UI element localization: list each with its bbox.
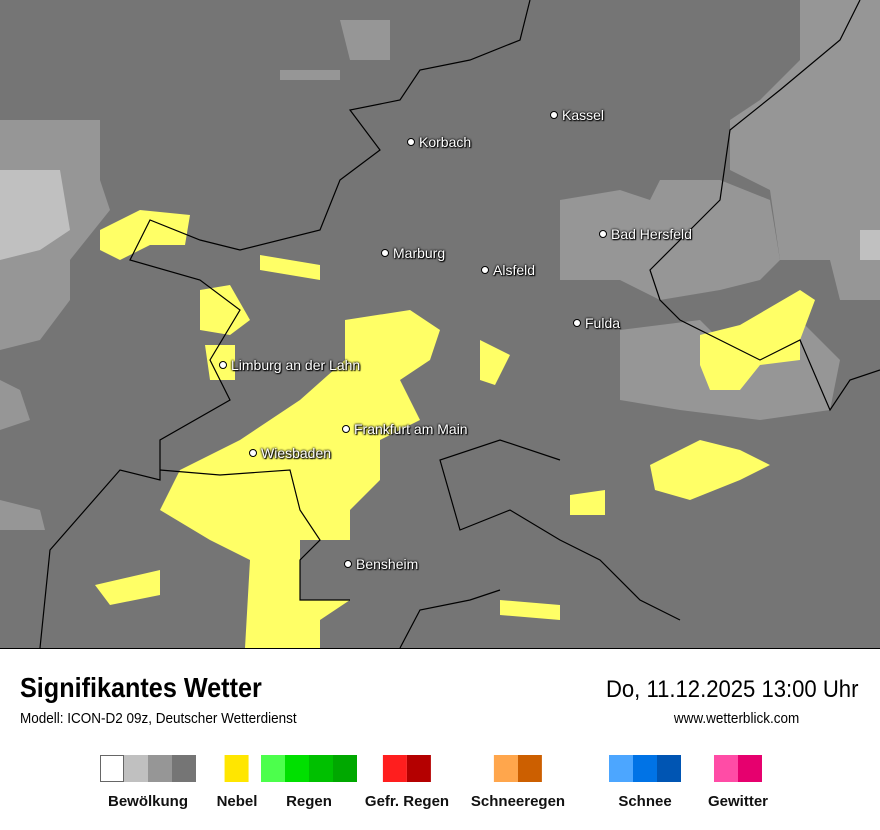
city-marker-icon — [342, 425, 350, 433]
city-label: Wiesbaden — [261, 445, 332, 461]
fog-areas — [95, 210, 815, 648]
city-label: Bad Hersfeld — [611, 226, 692, 242]
cloud-light-areas — [0, 170, 880, 260]
city-bad-hersfeld: Bad Hersfeld — [599, 226, 692, 242]
legend-swatch — [309, 755, 333, 782]
city-marker-icon — [249, 449, 257, 457]
legend-item: Gewitter — [708, 755, 768, 810]
weather-map: Kassel Korbach Bad Hersfeld Marburg Alsf… — [0, 0, 880, 649]
city-frankfurt: Frankfurt am Main — [342, 421, 468, 437]
legend-swatches — [713, 755, 762, 782]
model-info: Modell: ICON-D2 09z, Deutscher Wetterdie… — [20, 710, 297, 727]
city-marker-icon — [599, 230, 607, 238]
legend-swatch — [713, 755, 738, 782]
city-bensheim: Bensheim — [344, 556, 418, 572]
cloud-medium-areas — [0, 0, 880, 530]
legend-swatch — [633, 755, 657, 782]
legend-item: Bewölkung — [100, 755, 196, 810]
legend-swatch — [172, 755, 196, 782]
legend-swatch — [333, 755, 357, 782]
legend-swatch — [494, 755, 518, 782]
legend-swatch — [518, 755, 542, 782]
legend-swatch — [148, 755, 172, 782]
city-marker-icon — [407, 138, 415, 146]
city-label: Marburg — [393, 245, 446, 261]
city-marker-icon — [219, 361, 227, 369]
legend-swatch — [406, 755, 431, 782]
website-link[interactable]: www.wetterblick.com — [673, 710, 799, 727]
legend-item: Gefr. Regen — [365, 755, 449, 810]
city-marker-icon — [344, 560, 352, 568]
legend-item: Regen — [261, 755, 357, 810]
city-limburg: Limburg an der Lahn — [219, 357, 360, 373]
legend-swatch — [285, 755, 309, 782]
legend-label: Regen — [286, 793, 332, 810]
legend-label: Schnee — [618, 793, 672, 810]
city-marburg: Marburg — [381, 245, 445, 261]
legend-label: Gefr. Regen — [364, 793, 450, 810]
legend-swatches — [609, 755, 681, 782]
borders — [39, 0, 880, 648]
city-label: Limburg an der Lahn — [231, 357, 361, 373]
legend-swatch — [657, 755, 681, 782]
city-label: Fulda — [585, 315, 621, 331]
city-wiesbaden: Wiesbaden — [249, 445, 331, 461]
legend-item: Nebel — [216, 755, 258, 810]
legend-swatch — [224, 755, 249, 782]
city-kassel: Kassel — [550, 107, 604, 123]
legend-label: Nebel — [216, 793, 258, 810]
forecast-datetime: Do, 11.12.2025 13:00 Uhr — [605, 676, 858, 703]
legend-item: Schneeregen — [471, 755, 565, 810]
legend-label: Gewitter — [707, 793, 769, 810]
legend-swatch — [261, 755, 285, 782]
legend-swatch — [609, 755, 633, 782]
legend-label: Bewölkung — [107, 793, 188, 810]
city-label: Bensheim — [356, 556, 419, 572]
city-marker-icon — [573, 319, 581, 327]
legend-swatches — [100, 755, 196, 782]
legend-swatches — [224, 755, 249, 782]
city-alsfeld: Alsfeld — [481, 262, 535, 278]
legend-swatch — [124, 755, 148, 782]
city-fulda: Fulda — [573, 315, 620, 331]
city-label: Alsfeld — [493, 262, 536, 278]
city-label: Frankfurt am Main — [354, 421, 468, 437]
city-label: Korbach — [419, 134, 472, 150]
legend-item: Schnee — [609, 755, 681, 810]
page-title: Signifikantes Wetter — [20, 672, 262, 703]
city-korbach: Korbach — [407, 134, 471, 150]
legend-swatches — [382, 755, 431, 782]
legend-swatch — [100, 755, 124, 782]
city-marker-icon — [481, 266, 489, 274]
legend-swatches — [494, 755, 542, 782]
city-marker-icon — [550, 111, 558, 119]
legend-swatch — [737, 755, 762, 782]
legend-swatch — [382, 755, 407, 782]
legend-label: Schneeregen — [470, 793, 566, 810]
city-label: Kassel — [562, 107, 605, 123]
map-layers — [0, 0, 880, 648]
legend-swatches — [261, 755, 357, 782]
city-marker-icon — [381, 249, 389, 257]
